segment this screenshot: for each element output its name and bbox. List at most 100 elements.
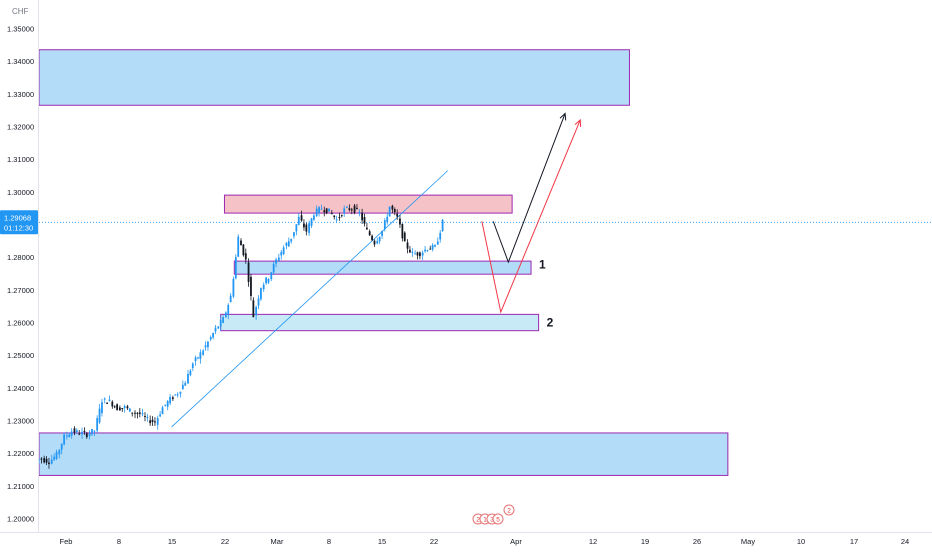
candle-body (255, 306, 258, 316)
candle-body (308, 223, 311, 233)
candle-body (439, 232, 442, 240)
candle-body (265, 277, 267, 284)
x-tick-label: 15 (168, 537, 176, 546)
x-tick-label: 19 (641, 537, 649, 546)
y-tick-label: 1.34000 (7, 57, 34, 66)
candle-body (325, 208, 328, 214)
candle-body (346, 206, 348, 208)
y-tick-label: 1.28000 (7, 253, 34, 262)
candle-body (333, 215, 336, 218)
candle-body (350, 209, 353, 211)
candle-body (191, 363, 194, 368)
candle-body (338, 216, 341, 218)
candle-body (106, 402, 109, 404)
y-tick-label: 1.33000 (7, 90, 34, 99)
candle-body (96, 418, 99, 431)
scenario-label-2: 2 (547, 316, 554, 330)
candle-body (146, 417, 149, 419)
candle-body (116, 404, 118, 411)
candle-body (250, 276, 252, 297)
y-tick-label: 1.21000 (7, 482, 34, 491)
scenario-path-1 (492, 113, 566, 264)
event-marker-count: 5 (496, 517, 500, 524)
candle-body (151, 419, 154, 423)
candles-layer (35, 203, 444, 469)
candle-body (136, 412, 139, 414)
candle-body (101, 402, 103, 414)
y-tick-label: 1.25000 (7, 351, 34, 360)
candle-body (123, 406, 126, 408)
candle-body (340, 215, 343, 217)
candle-body (176, 394, 179, 396)
candle-body (144, 415, 146, 417)
candle-body (222, 317, 224, 323)
y-tick-label: 1.22000 (7, 449, 34, 458)
candle-body (164, 404, 167, 406)
candle-body (166, 401, 169, 407)
candle-body (70, 431, 73, 436)
price-axis: CHF 1.35000 1.34000 1.33000 1.32000 1.31000 1.… (0, 0, 39, 532)
candle-body (149, 420, 152, 424)
candle-body (280, 252, 283, 256)
countdown-value: 01:12:30 (4, 223, 33, 232)
candle-body (262, 284, 265, 290)
y-tick-label: 1.35000 (7, 25, 34, 34)
candle-body (416, 252, 419, 256)
candle-body (181, 384, 184, 390)
candle-body (171, 397, 174, 400)
zone-demand (38, 432, 729, 476)
x-tick-label: 8 (327, 537, 331, 546)
candle-body (366, 227, 368, 230)
last-price-badge (0, 210, 38, 235)
x-tick-label: 22 (221, 537, 229, 546)
candle-body (399, 218, 401, 225)
scenario-layer (481, 112, 582, 314)
candle-body (159, 414, 162, 417)
candle-body (58, 449, 61, 455)
candle-body (65, 435, 68, 437)
event-marker (503, 504, 515, 516)
candle-body (131, 412, 134, 414)
candle-body (174, 394, 177, 396)
candle-body (227, 304, 230, 315)
candle-body (156, 418, 159, 425)
candle-body (373, 240, 376, 245)
candle-body (290, 238, 293, 242)
candle-body (237, 236, 240, 257)
candle-body (111, 401, 114, 407)
event-marker-count: 2 (476, 517, 480, 524)
candle-body (358, 211, 361, 213)
candle-body (368, 231, 371, 236)
candle-body (406, 242, 409, 249)
candle-body (103, 398, 106, 400)
candle-body (55, 451, 58, 459)
candle-body (295, 224, 298, 232)
candle-body (229, 295, 232, 303)
candle-body (300, 215, 303, 221)
candle-body (212, 333, 215, 338)
candle-body (197, 357, 199, 359)
x-tick-label: Feb (60, 537, 73, 546)
candle-body (403, 232, 406, 242)
labels-layer: 12 (539, 258, 554, 330)
scenario-arrowhead-1 (559, 112, 567, 121)
candle-body (391, 205, 394, 210)
event-marker-count: 2 (507, 508, 511, 515)
candle-body (53, 456, 56, 460)
candle-body (320, 208, 323, 210)
candle-body (424, 249, 426, 252)
candle-body (287, 241, 290, 247)
candle-body (202, 350, 205, 355)
candle-body (393, 209, 396, 212)
time-axis: Feb 8 15 22 Mar 8 15 22 Apr 12 19 26 May 10 17 24 (0, 532, 932, 546)
candle-body (310, 218, 313, 226)
candle-body (121, 408, 124, 410)
candle-body (335, 219, 338, 221)
candle-body (388, 206, 391, 217)
candle-body (270, 272, 273, 280)
candle-body (154, 421, 156, 423)
candle-body (434, 245, 436, 247)
candle-body (126, 406, 129, 409)
